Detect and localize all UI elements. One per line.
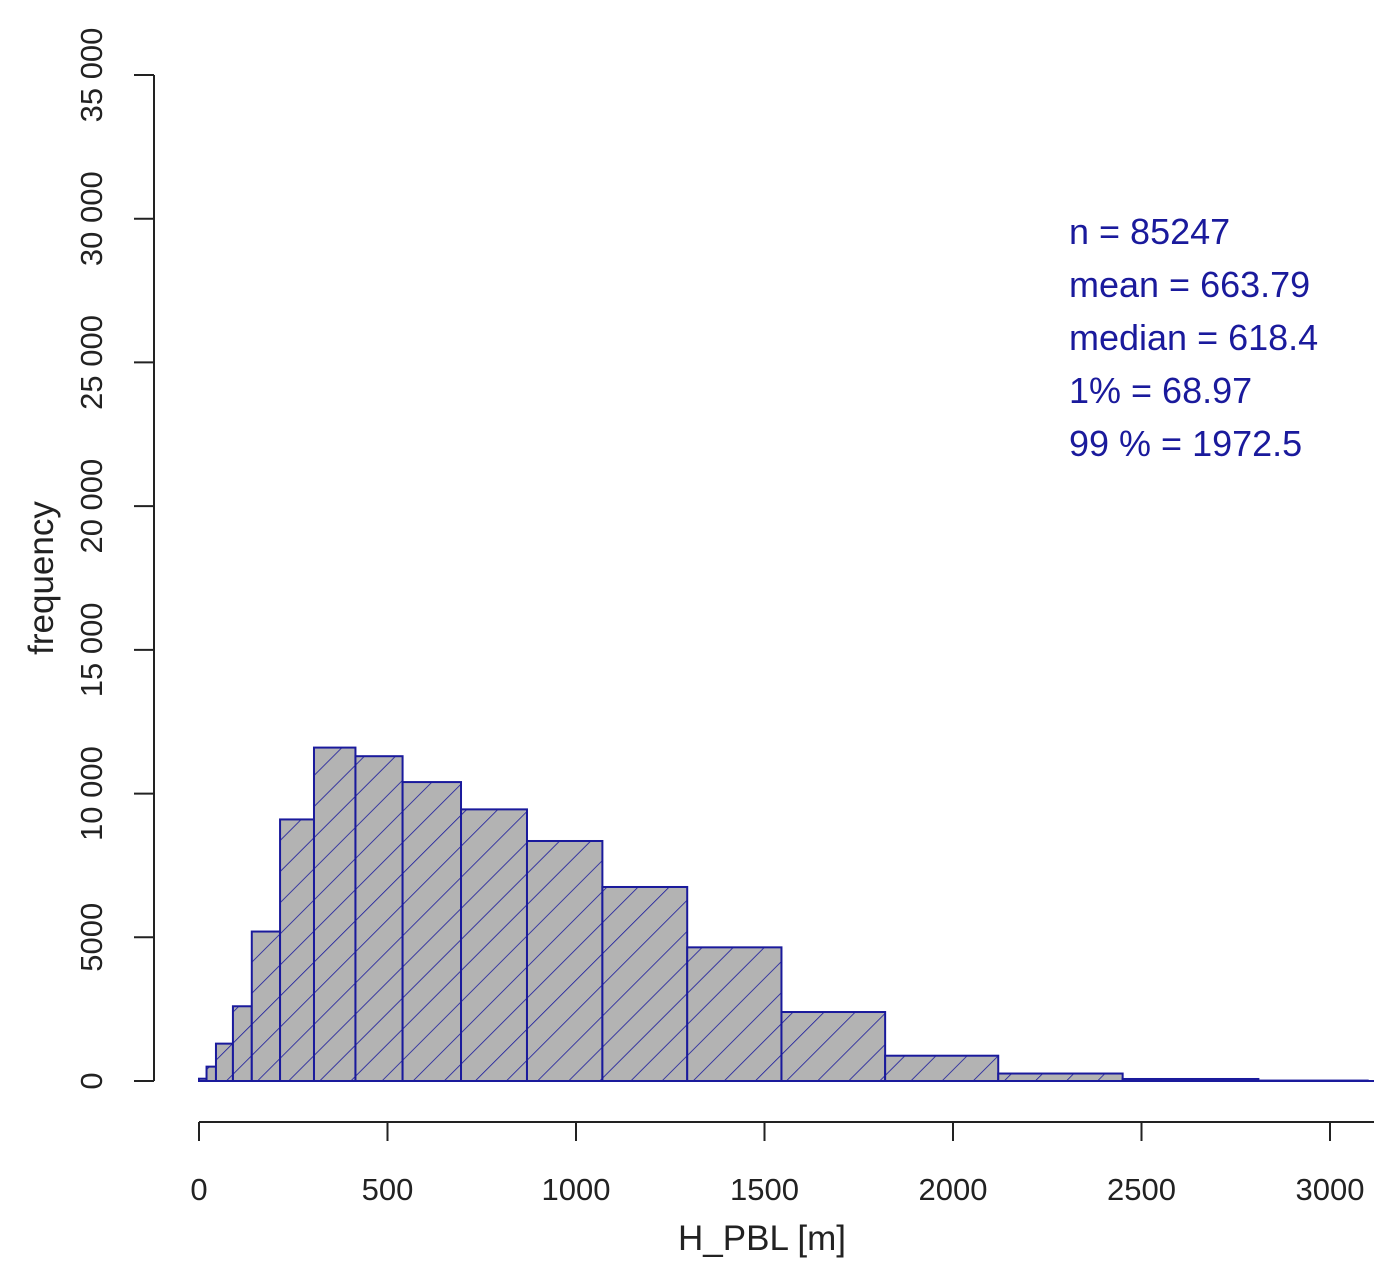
histogram-bar bbox=[884, 1054, 1000, 1083]
x-tick-label: 3000 bbox=[1296, 1172, 1365, 1207]
stat-line: 1% = 68.97 bbox=[1069, 370, 1252, 411]
histogram-bar bbox=[231, 1005, 253, 1082]
x-tick-label: 0 bbox=[190, 1172, 207, 1207]
y-axis: 0 5000 10 000 15 000 20 000 25 000 30 000 35 00… bbox=[74, 28, 155, 1090]
x-axis-title: H_PBL [m] bbox=[678, 1219, 846, 1258]
y-tick-label: 30 000 bbox=[74, 171, 109, 266]
histogram-bar bbox=[312, 746, 357, 1083]
y-tick-label: 15 000 bbox=[74, 602, 109, 697]
stat-line: 99 % = 1972.5 bbox=[1069, 423, 1302, 464]
x-tick-label: 2000 bbox=[919, 1172, 988, 1207]
x-tick-label: 1500 bbox=[730, 1172, 799, 1207]
histogram-bar bbox=[401, 781, 463, 1082]
x-tick-label: 500 bbox=[362, 1172, 414, 1207]
y-tick-label: 20 000 bbox=[74, 459, 109, 554]
y-tick-label: 35 000 bbox=[74, 28, 109, 123]
histogram-bar bbox=[279, 818, 315, 1082]
histogram-bars bbox=[198, 746, 1374, 1083]
y-tick-label: 0 bbox=[74, 1072, 109, 1089]
histogram-bar bbox=[601, 885, 689, 1082]
stats-annotations: n = 85247 mean = 663.79 median = 618.4 1% =… bbox=[1069, 211, 1318, 464]
histogram-bar bbox=[354, 755, 404, 1082]
histogram-bar bbox=[214, 1042, 234, 1082]
histogram-bar bbox=[460, 808, 528, 1082]
histogram-bar bbox=[997, 1072, 1124, 1082]
histogram-bar bbox=[525, 839, 604, 1082]
y-tick-label: 5000 bbox=[74, 903, 109, 972]
stat-line: n = 85247 bbox=[1069, 211, 1230, 252]
histogram-bar bbox=[780, 1011, 887, 1083]
x-axis: 0 500 1000 1500 2000 2500 3000 bbox=[190, 1121, 1374, 1207]
stat-line: median = 618.4 bbox=[1069, 317, 1318, 358]
histogram-bar bbox=[686, 946, 783, 1082]
y-tick-label: 25 000 bbox=[74, 315, 109, 410]
histogram-bar bbox=[250, 930, 282, 1083]
x-tick-label: 1000 bbox=[542, 1172, 611, 1207]
histogram-bar bbox=[205, 1065, 217, 1082]
x-tick-label: 2500 bbox=[1107, 1172, 1176, 1207]
stat-line: mean = 663.79 bbox=[1069, 264, 1310, 305]
y-axis-title: frequency bbox=[22, 501, 61, 655]
y-tick-label: 10 000 bbox=[74, 746, 109, 841]
